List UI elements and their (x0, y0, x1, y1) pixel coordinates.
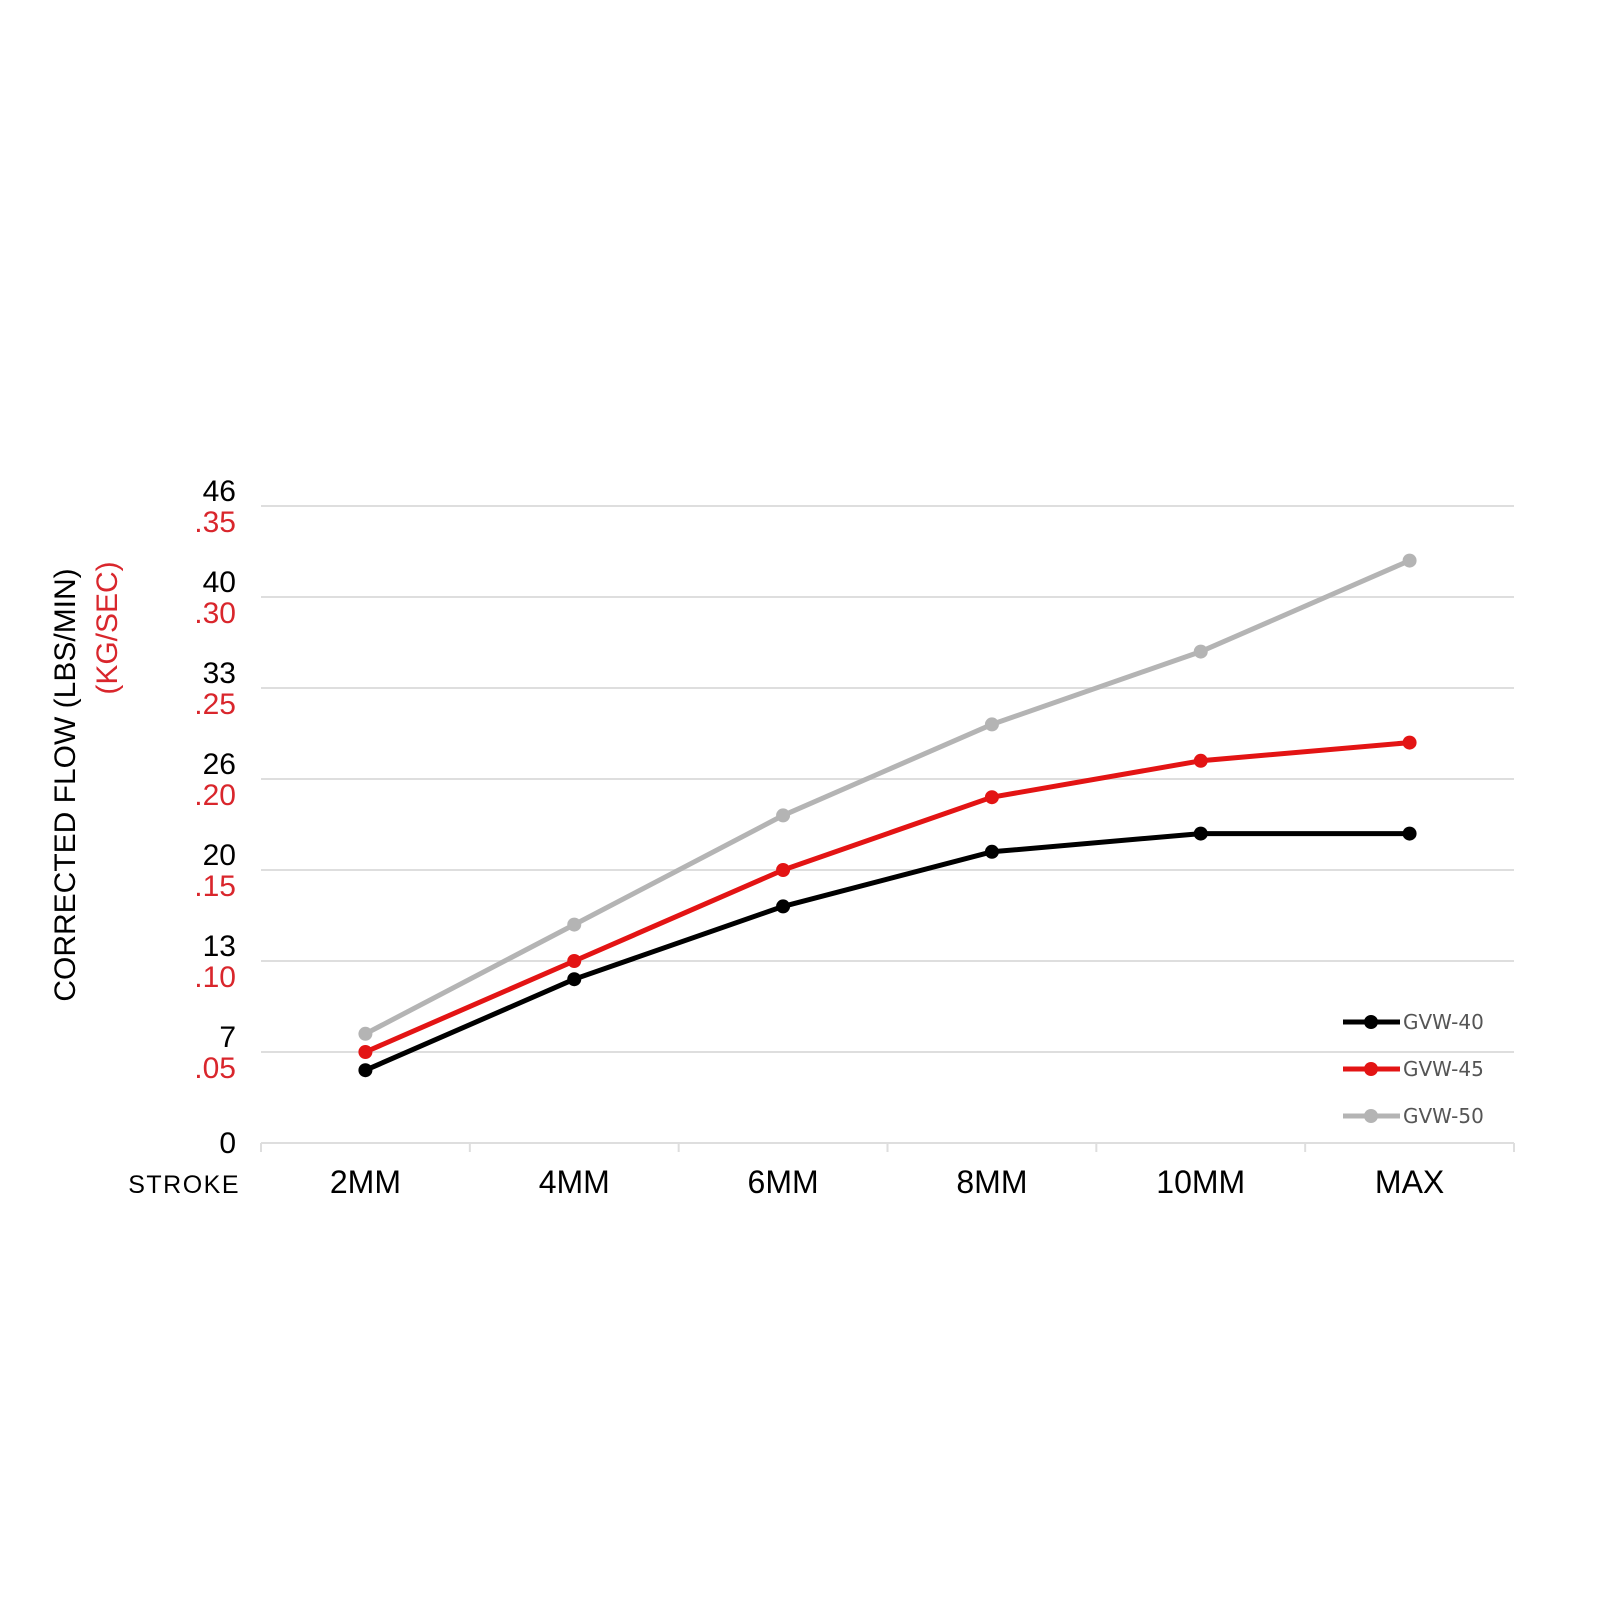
series-line-gvw-40 (364, 831, 1410, 1073)
data-point-gvw-50 (984, 717, 999, 732)
y-tick-secondary: .20 (194, 779, 236, 812)
series-line-gvw-45 (364, 740, 1410, 1055)
data-point-gvw-40 (358, 1063, 373, 1078)
y-tick-secondary: .05 (194, 1052, 236, 1085)
y-tick-primary: 7 (219, 1021, 236, 1054)
x-axis: 2MM 4MM 6MM 8MM 10MM MAX (260, 1143, 1515, 1200)
legend-label: GVW-40 (1403, 1010, 1484, 1034)
data-point-gvw-45 (1193, 753, 1208, 768)
data-point-gvw-40 (1193, 826, 1208, 841)
y-tick-secondary: .15 (194, 870, 236, 903)
data-point-gvw-40 (567, 972, 582, 987)
data-point-gvw-50 (1193, 644, 1208, 659)
y-tick-secondary: .25 (194, 688, 236, 721)
x-tick-label: 8MM (956, 1164, 1027, 1200)
data-point-gvw-50 (776, 808, 791, 823)
y-tick-primary: 33 (203, 657, 236, 690)
data-point-gvw-40 (984, 844, 999, 859)
legend-label: GVW-50 (1403, 1104, 1484, 1128)
legend-label: GVW-45 (1403, 1057, 1484, 1081)
y-axis-title: CORRECTED FLOW (LBS/MIN) (49, 568, 82, 1001)
x-axis-title: STROKE (128, 1171, 240, 1199)
series-group (358, 553, 1417, 1078)
data-point-gvw-45 (776, 863, 791, 877)
y-tick-primary: 26 (203, 748, 236, 781)
data-point-gvw-40 (776, 899, 791, 914)
data-point-gvw-45 (1402, 735, 1417, 750)
y-tick-primary: 40 (203, 566, 236, 599)
data-point-gvw-50 (1402, 553, 1417, 568)
data-point-gvw-45 (984, 790, 999, 805)
x-tick-label: 4MM (539, 1164, 610, 1200)
y-tick-labels: 0 7.05 13.10 20.15 26.20 33.25 40.30 46.35 (194, 475, 236, 1160)
y-tick-secondary: .30 (194, 597, 236, 630)
series-line-gvw-50 (364, 558, 1411, 1037)
data-point-gvw-50 (358, 1026, 373, 1041)
legend-swatch-marker (1364, 1015, 1378, 1029)
grid-lines (261, 505, 1514, 1144)
x-tick-label: 2MM (330, 1164, 401, 1200)
y-tick-secondary: .35 (194, 506, 236, 539)
x-tick-label: 10MM (1156, 1164, 1245, 1200)
y-tick-primary: 20 (203, 839, 236, 872)
legend-swatch-marker (1364, 1062, 1378, 1076)
data-point-gvw-45 (358, 1045, 373, 1059)
data-point-gvw-45 (567, 954, 582, 968)
y-axis-title-secondary: (KG/SEC) (91, 561, 124, 694)
legend: GVW-40 GVW-45 GVW-50 (1343, 1010, 1484, 1128)
x-tick-label: 6MM (748, 1164, 819, 1200)
data-point-gvw-40 (1402, 826, 1417, 841)
legend-swatch-marker (1364, 1109, 1378, 1123)
y-tick-primary: 13 (203, 930, 236, 963)
x-tick-label: MAX (1375, 1164, 1444, 1200)
data-point-gvw-50 (567, 917, 582, 932)
y-tick-primary: 46 (203, 475, 236, 508)
y-tick-primary: 0 (219, 1127, 236, 1160)
y-tick-secondary: .10 (194, 961, 236, 994)
